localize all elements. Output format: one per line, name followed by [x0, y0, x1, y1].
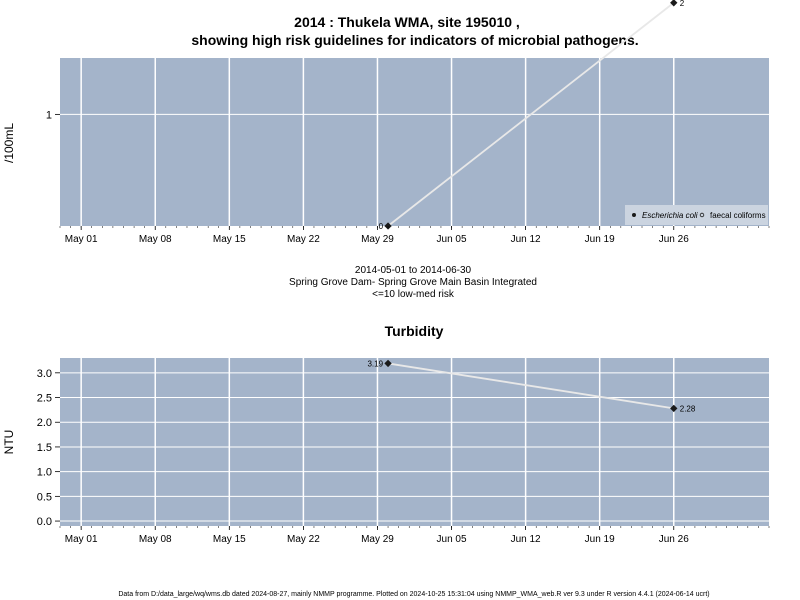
- turbidity-data-point: [384, 359, 392, 368]
- main-title-line2: showing high risk guidelines for indicat…: [191, 32, 638, 48]
- legend-ecoli-marker: [632, 213, 636, 217]
- turbidity-x-tick-label: May 29: [361, 534, 394, 545]
- turbidity-y-tick-label: 0.5: [37, 491, 52, 503]
- main-title-line1: 2014 : Thukela WMA, site 195010 ,: [294, 14, 520, 30]
- turbidity-chart: 3.19 2.28 May 01 May 08 May 15 May 22 May 29 J…: [2, 358, 770, 545]
- turbidity-data-label: 2.28: [680, 404, 696, 413]
- turbidity-y-tick-label: 1.5: [37, 442, 52, 454]
- ecoli-x-tick-label: May 01: [65, 234, 98, 245]
- turbidity-series: 3.19 2.28: [367, 359, 695, 413]
- turbidity-x-tick-label: May 22: [287, 534, 320, 545]
- legend-faecal-coliforms-label: faecal coliforms: [710, 211, 766, 220]
- turbidity-data-point: [670, 404, 678, 413]
- ecoli-data-label: 2: [680, 0, 685, 8]
- turbidity-x-tick-label: May 15: [213, 534, 246, 545]
- ecoli-x-tick-label: Jun 26: [659, 234, 689, 245]
- ecoli-y-axis-label: /100mL: [2, 123, 16, 163]
- ecoli-x-tick-label: May 08: [139, 234, 172, 245]
- turbidity-x-axis: May 01 May 08 May 15 May 22 May 29 Jun 05 Jun …: [59, 526, 770, 545]
- site-name-text: Spring Grove Dam- Spring Grove Main Basi…: [289, 277, 537, 288]
- legend-box: [625, 205, 768, 225]
- turbidity-gridlines: [60, 358, 769, 526]
- risk-note-text: <=10 low-med risk: [372, 289, 455, 300]
- ecoli-x-tick-label: May 29: [361, 234, 394, 245]
- ecoli-data-label: 0: [379, 222, 384, 231]
- turbidity-y-tick-label: 0.0: [37, 516, 52, 528]
- turbidity-y-tick-label: 2.5: [37, 393, 52, 405]
- turbidity-title: Turbidity: [385, 323, 444, 339]
- ecoli-series: 02: [379, 0, 685, 231]
- ecoli-chart: 02 May 01 May 08 May 15 May 22 May 29 Jun 05 J…: [2, 0, 770, 245]
- legend-faecal-coliforms-marker: [699, 212, 705, 218]
- turbidity-y-axis-label: NTU: [2, 430, 16, 455]
- turbidity-x-tick-label: Jun 26: [659, 534, 689, 545]
- ecoli-x-tick-label: May 15: [213, 234, 246, 245]
- turbidity-y-tick-label: 1.0: [37, 467, 52, 479]
- turbidity-x-tick-label: Jun 19: [585, 534, 615, 545]
- turbidity-y-axis: 0.0 0.5 1.0 1.5 2.0 2.5 3.0: [37, 368, 60, 528]
- ecoli-data-point: [384, 222, 392, 230]
- date-range-text: 2014-05-01 to 2014-06-30: [355, 265, 472, 276]
- turbidity-panel-background: [60, 358, 769, 526]
- ecoli-x-tick-label: Jun 19: [585, 234, 615, 245]
- turbidity-data-label: 3.19: [367, 359, 383, 368]
- ecoli-x-tick-label: Jun 12: [511, 234, 541, 245]
- legend-ecoli-label: Escherichia coli: [642, 211, 698, 220]
- footer-note: Data from D:/data_large/wq/wms.db dated …: [118, 591, 709, 598]
- ecoli-x-tick-label: May 22: [287, 234, 320, 245]
- ecoli-x-tick-label: Jun 05: [437, 234, 467, 245]
- turbidity-x-tick-label: May 08: [139, 534, 172, 545]
- ecoli-panel-background: [60, 58, 769, 226]
- ecoli-legend: Escherichia coli faecal coliforms: [625, 205, 768, 225]
- turbidity-y-tick-label: 2.0: [37, 417, 52, 429]
- ecoli-y-tick-label: 1: [46, 109, 52, 121]
- ecoli-gridlines: [60, 58, 769, 226]
- turbidity-x-tick-label: Jun 05: [437, 534, 467, 545]
- ecoli-x-axis: May 01 May 08 May 15 May 22 May 29 Jun 05 Jun …: [59, 226, 770, 245]
- ecoli-y-axis: 1: [46, 109, 60, 121]
- turbidity-x-tick-label: May 01: [65, 534, 98, 545]
- ecoli-series-line: [387, 2, 675, 227]
- turbidity-y-tick-label: 3.0: [37, 368, 52, 380]
- turbidity-series-line: [387, 362, 674, 410]
- turbidity-x-tick-label: Jun 12: [511, 534, 541, 545]
